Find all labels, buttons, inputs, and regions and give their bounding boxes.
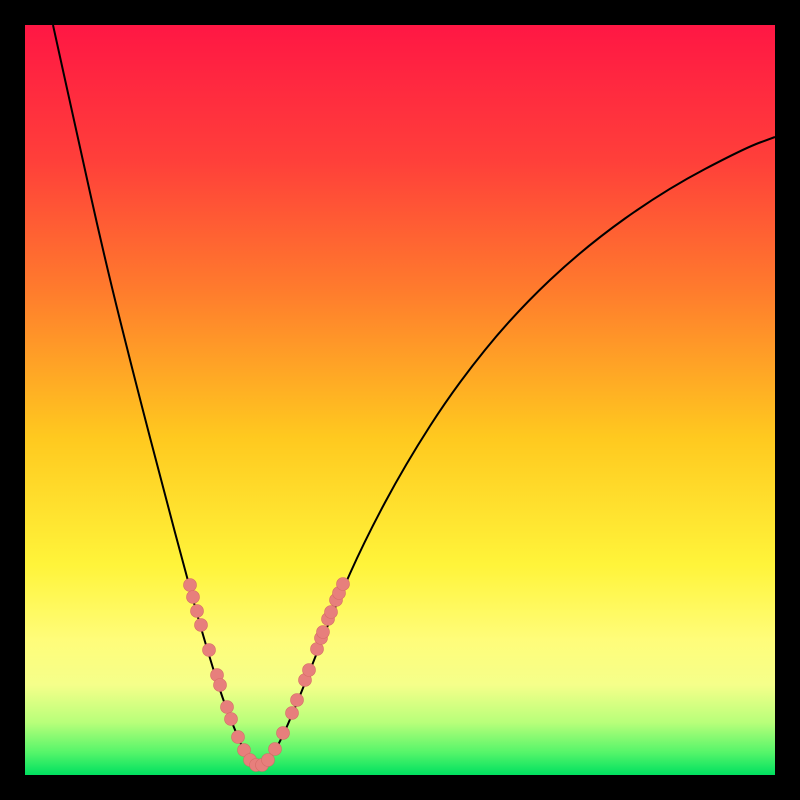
marker-dot: [184, 579, 197, 592]
marker-dot: [221, 701, 234, 714]
marker-dot: [214, 679, 227, 692]
marker-dot: [187, 591, 200, 604]
marker-dot: [238, 744, 251, 757]
marker-dot: [191, 605, 204, 618]
marker-dot: [303, 664, 316, 677]
marker-dot: [225, 713, 238, 726]
watermark-text: TheBottleneck.com: [595, 4, 792, 31]
marker-dot: [322, 613, 335, 626]
sample-markers: [184, 578, 350, 772]
marker-dot: [244, 754, 257, 767]
marker-dot: [203, 644, 216, 657]
chart-frame: TheBottleneck.com: [0, 0, 800, 800]
marker-dot: [333, 587, 346, 600]
marker-dot: [311, 643, 324, 656]
marker-dot: [325, 606, 338, 619]
chart-svg: [0, 0, 800, 800]
marker-dot: [269, 743, 282, 756]
marker-dot: [195, 619, 208, 632]
marker-dot: [277, 727, 290, 740]
outer-border: [13, 13, 788, 788]
marker-dot: [337, 578, 350, 591]
marker-dot: [211, 669, 224, 682]
marker-dot: [291, 694, 304, 707]
marker-dot: [315, 632, 328, 645]
marker-dot: [299, 674, 312, 687]
marker-dot: [256, 759, 269, 772]
marker-dot: [286, 707, 299, 720]
marker-dot: [250, 759, 263, 772]
gradient-background: [25, 25, 775, 775]
marker-dot: [330, 594, 343, 607]
marker-dot: [317, 626, 330, 639]
bottleneck-curve: [53, 25, 775, 765]
marker-dot: [232, 731, 245, 744]
marker-dot: [262, 754, 275, 767]
